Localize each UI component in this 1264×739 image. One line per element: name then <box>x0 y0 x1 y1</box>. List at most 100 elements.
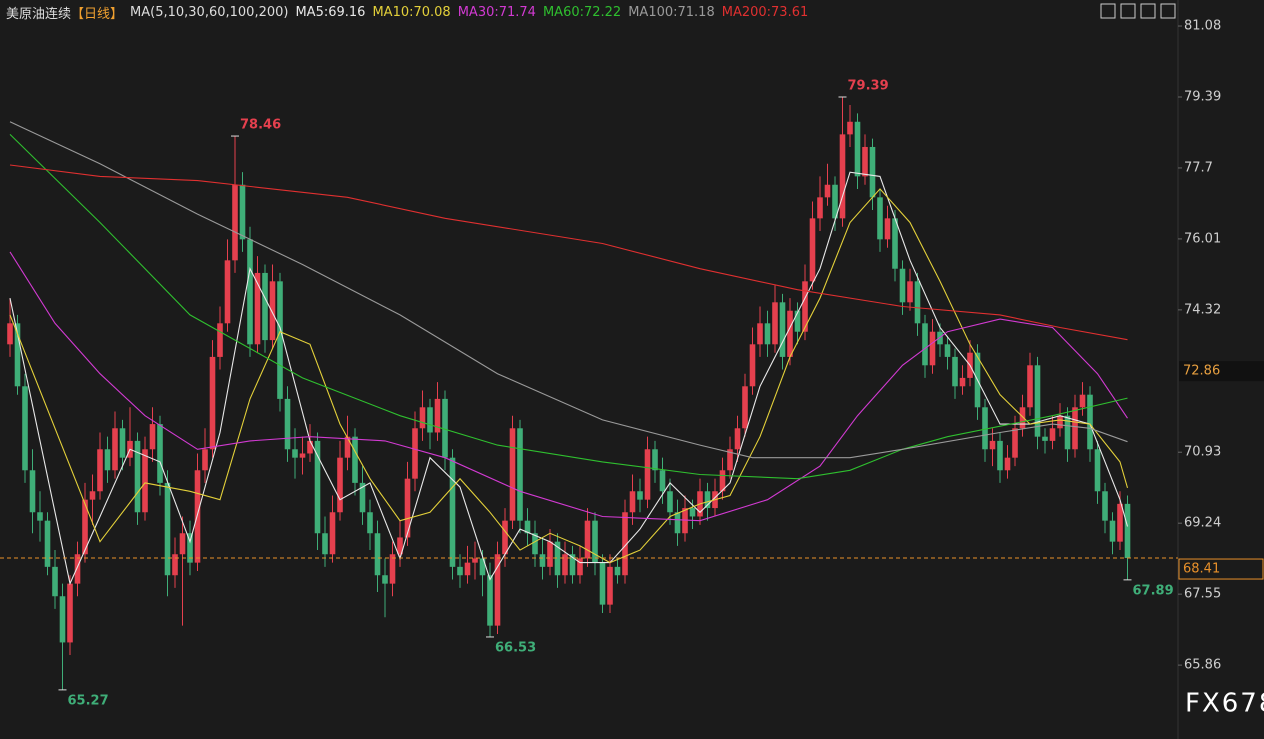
candle-body <box>247 239 253 345</box>
candle-body <box>29 470 36 513</box>
candle-body <box>494 554 501 626</box>
candle-body <box>254 272 261 345</box>
candle-body <box>997 440 1003 471</box>
candle-body <box>584 520 591 559</box>
candle-body <box>284 398 291 450</box>
candle-body <box>1117 503 1123 542</box>
y-tick-label: 76.01 <box>1184 231 1221 246</box>
y-tick-label: 77.7 <box>1184 160 1213 175</box>
candle-body <box>809 218 816 282</box>
candle-body <box>847 121 853 135</box>
candle-body <box>479 558 486 576</box>
candle-body <box>802 281 808 332</box>
candle-body <box>472 558 478 563</box>
ma-line <box>9 171 1129 586</box>
candle-body <box>899 268 906 303</box>
candle-body <box>239 184 246 240</box>
candle-body <box>509 428 516 521</box>
period[interactable]: 【日线】 <box>71 7 124 22</box>
candle-body <box>412 428 418 479</box>
ma-legend: MA30:71.74 <box>457 5 536 20</box>
candle-body <box>629 491 636 513</box>
candle-body <box>442 398 448 458</box>
candle-body <box>337 457 343 513</box>
candle-body <box>1057 415 1063 429</box>
candle-body <box>314 440 321 534</box>
candle-body <box>202 449 208 471</box>
candle-body <box>937 331 943 345</box>
candle-body <box>907 281 913 303</box>
candle-body <box>884 218 891 240</box>
candle-body <box>749 344 756 387</box>
candle-body <box>532 533 538 555</box>
candle-body <box>839 134 846 219</box>
ma-line <box>9 251 1128 522</box>
candle-body <box>922 323 928 366</box>
candle-body <box>67 583 73 643</box>
candle-body <box>232 184 238 261</box>
candle-body <box>1064 415 1071 450</box>
candle-body <box>104 449 111 471</box>
candle-body <box>1004 457 1011 471</box>
candle-body <box>22 386 28 471</box>
low-label: 65.27 <box>68 693 109 708</box>
y-tick-label: 79.39 <box>1184 89 1221 104</box>
candle-body <box>172 554 178 576</box>
toolbar[interactable] <box>1100 3 1176 19</box>
tool-button[interactable] <box>1160 3 1176 19</box>
candle-body <box>682 508 688 534</box>
candle-body <box>764 323 771 345</box>
candle-body <box>742 386 748 429</box>
candle-body <box>592 520 598 563</box>
ma-line <box>9 188 1129 564</box>
candle-body <box>599 562 606 605</box>
candle-body <box>352 436 358 483</box>
candle-body <box>397 537 403 555</box>
candle-body <box>1072 407 1078 450</box>
candle-body <box>464 562 471 576</box>
candle-body <box>292 449 298 458</box>
candle-body <box>359 482 366 513</box>
y-tick-label: 69.24 <box>1184 516 1221 531</box>
low-label: 66.53 <box>495 640 536 655</box>
candle-body <box>134 440 141 513</box>
candle-body <box>1027 365 1033 408</box>
low-label: 67.89 <box>1133 583 1174 598</box>
candle-body <box>862 146 868 177</box>
candle-body <box>119 428 126 458</box>
last-price-box <box>1178 558 1264 580</box>
candle-body <box>367 512 373 534</box>
candle-body <box>779 302 786 357</box>
candle-body <box>209 356 216 450</box>
y-tick-label: 67.55 <box>1184 587 1221 602</box>
candle-body <box>89 491 96 500</box>
indicator-name[interactable]: MA(5,10,30,60,100,200) <box>130 5 289 20</box>
candle-body <box>322 533 328 555</box>
candle-body <box>652 449 658 471</box>
candle-body <box>577 558 583 576</box>
header: 美原油连续 【日线】 MA(5,10,30,60,100,200) MA5:69… <box>6 3 808 22</box>
candle-body <box>1049 428 1056 441</box>
candle-body <box>142 449 148 513</box>
crosshair-price-box <box>1179 361 1264 382</box>
candle-body <box>944 344 951 357</box>
candle-body <box>389 554 396 584</box>
candle-body <box>562 554 568 576</box>
candle-body <box>1034 365 1041 437</box>
last-price-label: 68.41 <box>1183 562 1220 577</box>
candle-body <box>989 440 996 450</box>
candle-body <box>824 184 831 198</box>
instrument-title: 美原油连续 <box>6 7 72 22</box>
tool-button[interactable] <box>1120 3 1136 19</box>
tool-button[interactable] <box>1140 3 1156 19</box>
candle-body <box>517 428 523 521</box>
y-tick-label: 65.86 <box>1184 658 1221 673</box>
y-tick-label: 74.32 <box>1184 302 1221 317</box>
tool-button[interactable] <box>1100 3 1116 19</box>
ma-legend: MA200:73.61 <box>721 5 809 20</box>
candle-body <box>959 377 966 387</box>
candle-body <box>772 302 778 345</box>
crosshair-price-label: 72.86 <box>1183 364 1220 379</box>
candle-body <box>524 520 531 534</box>
